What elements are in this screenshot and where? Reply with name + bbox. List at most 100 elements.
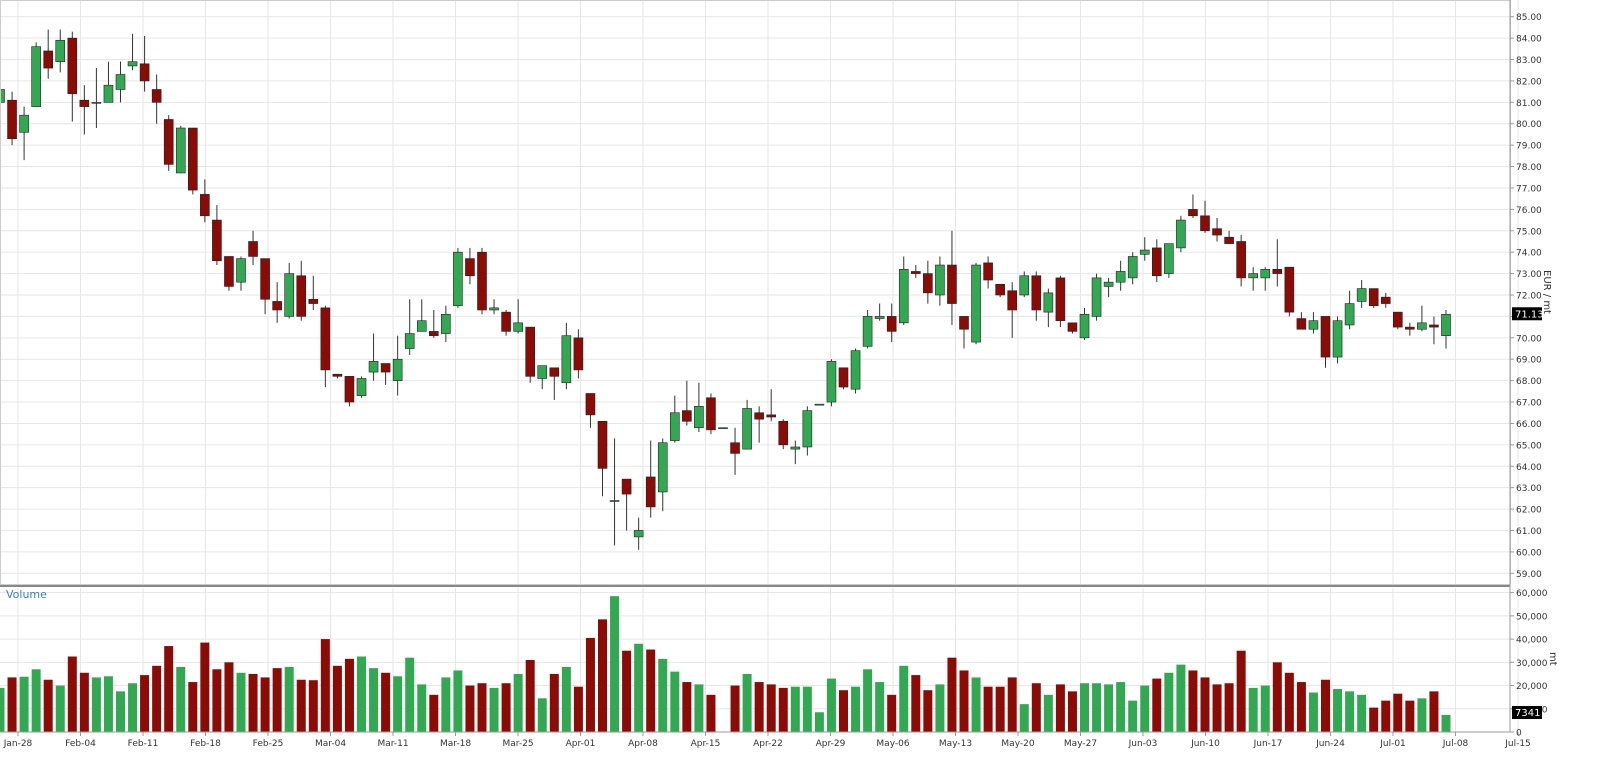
price-tick-label: 65.00 [1516, 441, 1542, 451]
price-tick-label: 60.00 [1516, 548, 1542, 558]
volume-bar [152, 665, 162, 732]
candle-body [573, 337, 584, 371]
volume-bar [1116, 682, 1126, 732]
candle-body [284, 273, 295, 317]
x-tick-label: May-20 [1001, 739, 1034, 749]
candle-body [224, 256, 234, 287]
volume-bar [91, 677, 101, 732]
volume-bar [369, 668, 379, 732]
volume-bar [1345, 691, 1355, 732]
candle-body [1260, 269, 1271, 279]
volume-bar [923, 690, 933, 732]
volume-bar [128, 683, 138, 732]
x-tick-label: Feb-04 [65, 739, 96, 749]
candle-body [453, 251, 463, 307]
candle-body [959, 316, 969, 330]
volume-bar [598, 619, 607, 732]
price-tick-label: 79.00 [1516, 142, 1542, 152]
candle-body [151, 89, 162, 103]
candle-body [537, 365, 548, 379]
volume-bar [754, 682, 764, 732]
candle-body [778, 421, 789, 446]
volume-bar [116, 691, 125, 732]
price-tick-label: 81.00 [1516, 99, 1542, 109]
volume-tick-label: 0 [1516, 729, 1522, 739]
candle-body [356, 378, 367, 396]
volume-bar [19, 676, 29, 732]
volume-bar [1164, 672, 1174, 732]
price-panel-frame [0, 0, 1511, 585]
candle-body [682, 410, 692, 422]
volume-tick-label: 20,000 [1516, 682, 1548, 692]
candle-body [7, 99, 17, 140]
candle-body [1405, 326, 1415, 330]
price-tick-label: 63.00 [1516, 484, 1542, 494]
candle-body [1164, 243, 1174, 274]
volume-bar [31, 669, 41, 732]
candle-body [730, 442, 740, 454]
volume-bar [983, 686, 993, 732]
volume-bar [1212, 684, 1222, 732]
candle-body [935, 264, 945, 296]
candle-body [236, 258, 246, 283]
candle-body [392, 358, 403, 381]
price-tick-label: 76.00 [1516, 206, 1542, 216]
candle-body [19, 114, 29, 133]
candle-body [260, 258, 270, 300]
volume-bar [899, 665, 909, 732]
volume-bar [995, 686, 1005, 732]
volume-bar [670, 671, 680, 732]
price-tick-label: 82.00 [1516, 77, 1542, 87]
x-tick-label: May-06 [876, 739, 909, 749]
last-volume-tag: 7341 [1512, 706, 1542, 719]
price-tick-label: 64.00 [1516, 463, 1542, 473]
volume-bar [55, 685, 65, 732]
volume-bar [1188, 670, 1198, 732]
candle-body [308, 298, 319, 304]
volume-bar [766, 684, 776, 732]
candle-body [139, 63, 150, 82]
candle-body [657, 442, 668, 493]
candle-body [742, 408, 752, 450]
candle-body [1200, 215, 1210, 232]
price-tick-label: 73.00 [1516, 270, 1542, 280]
candle-body [212, 219, 222, 262]
volume-bar [441, 677, 451, 732]
candle-body [621, 478, 632, 495]
volume-bar [1308, 692, 1318, 732]
volume-bar [887, 694, 897, 732]
volume-bar [1080, 683, 1089, 732]
price-tick-label: 68.00 [1516, 377, 1542, 387]
x-tick-label: Apr-08 [628, 739, 658, 749]
price-tick-label: 67.00 [1516, 399, 1542, 409]
volume-bar [1369, 707, 1379, 732]
volume-bar [1284, 672, 1294, 732]
candlestick-series [0, 29, 1451, 550]
candle-body [1079, 313, 1090, 339]
candle-body [561, 335, 572, 384]
candle-body [43, 50, 54, 69]
volume-bar [826, 678, 836, 732]
volume-bar [610, 596, 620, 732]
candle-body [645, 476, 656, 508]
candle-body [609, 500, 620, 502]
candle-body [465, 258, 475, 277]
price-tick-label: 59.00 [1516, 570, 1542, 580]
volume-bar [1441, 714, 1451, 732]
volume-bar [1055, 684, 1065, 732]
volume-bar [0, 687, 5, 732]
volume-bar [1333, 689, 1343, 732]
candle-body [55, 39, 66, 62]
volume-bar [1393, 693, 1403, 732]
price-tick-label: 70.00 [1516, 334, 1542, 344]
price-tick-label: 61.00 [1516, 527, 1542, 537]
volume-bar [43, 679, 53, 732]
volume-tick-label: 60,000 [1516, 589, 1548, 599]
candle-body [513, 322, 523, 332]
volume-bar [682, 682, 692, 732]
x-tick-label: Jun-17 [1253, 739, 1283, 749]
volume-bar [778, 687, 788, 732]
candle-body [127, 61, 138, 67]
volume-tick-label: 40,000 [1516, 636, 1548, 646]
